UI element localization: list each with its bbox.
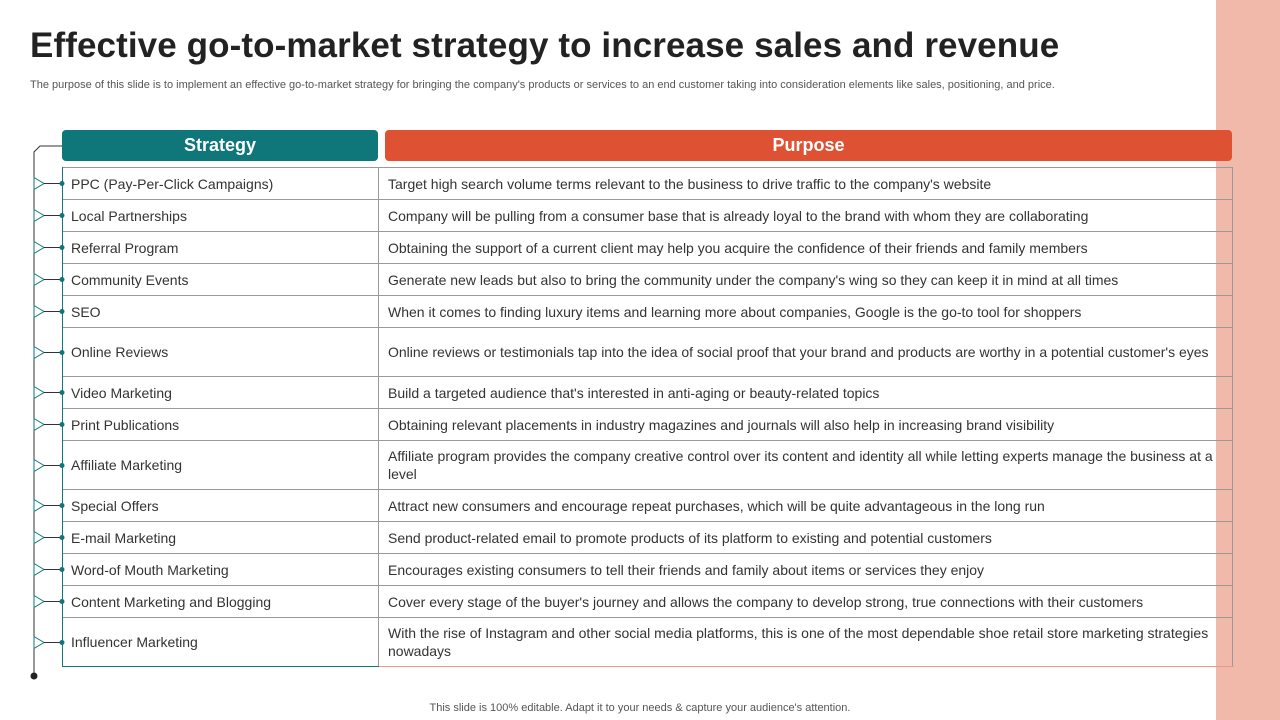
- strategy-column-header: Strategy: [62, 130, 378, 161]
- table-row: Word-of Mouth Marketing Encourages exist…: [63, 553, 1233, 585]
- table-row: Print Publications Obtaining relevant pl…: [63, 408, 1233, 440]
- purpose-cell: Online reviews or testimonials tap into …: [388, 344, 1209, 360]
- purpose-cell: Generate new leads but also to bring the…: [388, 271, 1119, 288]
- table-row: Content Marketing and Blogging Cover eve…: [63, 585, 1233, 617]
- table-row: Online Reviews Online reviews or testimo…: [63, 327, 1233, 376]
- purpose-cell: Send product-related email to promote pr…: [388, 529, 992, 546]
- timeline-arrow: [33, 417, 45, 432]
- strategy-cell: Influencer Marketing: [63, 618, 379, 666]
- purpose-column-header: Purpose: [385, 130, 1232, 161]
- purpose-cell: Affiliate program provides the company c…: [388, 448, 1213, 482]
- timeline-arrow: [33, 385, 45, 400]
- purpose-cell: Obtaining the support of a current clien…: [388, 239, 1088, 256]
- purpose-cell: Target high search volume terms relevant…: [388, 175, 992, 192]
- strategy-cell: Community Events: [63, 264, 379, 295]
- table-row: PPC (Pay-Per-Click Campaigns) Target hig…: [63, 167, 1233, 199]
- strategy-cell: Affiliate Marketing: [63, 441, 379, 489]
- strategy-cell: PPC (Pay-Per-Click Campaigns): [63, 168, 379, 199]
- purpose-cell: Attract new consumers and encourage repe…: [388, 497, 1045, 514]
- purpose-cell: Build a targeted audience that's interes…: [388, 384, 880, 401]
- timeline-spine: [33, 145, 62, 676]
- strategy-cell: Special Offers: [63, 490, 379, 521]
- table-row: Affiliate Marketing Affiliate program pr…: [63, 440, 1233, 489]
- purpose-cell: Obtaining relevant placements in industr…: [388, 416, 1055, 433]
- decorative-side-strip: [1216, 0, 1280, 720]
- table-row: Local Partnerships Company will be pulli…: [63, 199, 1233, 231]
- purpose-cell: Encourages existing consumers to tell th…: [388, 561, 985, 578]
- slide-footer: This slide is 100% editable. Adapt it to…: [429, 702, 851, 714]
- timeline-arrow: [33, 345, 45, 360]
- strategy-table: PPC (Pay-Per-Click Campaigns) Target hig…: [62, 167, 1234, 667]
- slide-subtitle: The purpose of this slide is to implemen…: [30, 79, 1055, 91]
- timeline-arrow: [33, 498, 45, 513]
- slide-title: Effective go-to-market strategy to incre…: [30, 26, 1060, 65]
- table-row: Video Marketing Build a targeted audienc…: [63, 376, 1233, 408]
- table-row: Community Events Generate new leads but …: [63, 263, 1233, 295]
- strategy-cell: Content Marketing and Blogging: [63, 586, 379, 617]
- timeline-arrows: [30, 145, 65, 680]
- table-row: Influencer Marketing With the rise of In…: [63, 617, 1233, 666]
- timeline-connector: [30, 145, 65, 680]
- table-row: Special Offers Attract new consumers and…: [63, 489, 1233, 521]
- table-row: SEO When it comes to finding luxury item…: [63, 295, 1233, 327]
- strategy-cell: E-mail Marketing: [63, 522, 379, 553]
- timeline-arrow: [33, 562, 45, 577]
- strategy-cell: SEO: [63, 296, 379, 327]
- strategy-cell: Print Publications: [63, 409, 379, 440]
- strategy-cell: Referral Program: [63, 232, 379, 263]
- strategy-cell: Word-of Mouth Marketing: [63, 554, 379, 585]
- purpose-cell: When it comes to finding luxury items an…: [388, 303, 1082, 320]
- timeline-arrow: [33, 208, 45, 223]
- strategy-cell: Video Marketing: [63, 377, 379, 408]
- table-row: E-mail Marketing Send product-related em…: [63, 521, 1233, 553]
- timeline-arrow: [33, 458, 45, 473]
- timeline-arrow: [33, 594, 45, 609]
- timeline-arrow: [33, 635, 45, 650]
- strategy-cell: Online Reviews: [63, 328, 379, 376]
- strategy-cell: Local Partnerships: [63, 200, 379, 231]
- timeline-arrow: [33, 530, 45, 545]
- timeline-arrow: [33, 176, 45, 191]
- purpose-cell: Company will be pulling from a consumer …: [388, 207, 1089, 224]
- timeline-end-dot: [30, 672, 38, 680]
- purpose-cell: Cover every stage of the buyer's journey…: [388, 593, 1144, 610]
- table-row: Referral Program Obtaining the support o…: [63, 231, 1233, 263]
- timeline-arrow: [33, 240, 45, 255]
- timeline-arrow: [33, 304, 45, 319]
- purpose-cell: With the rise of Instagram and other soc…: [388, 625, 1209, 659]
- timeline-arrow: [33, 272, 45, 287]
